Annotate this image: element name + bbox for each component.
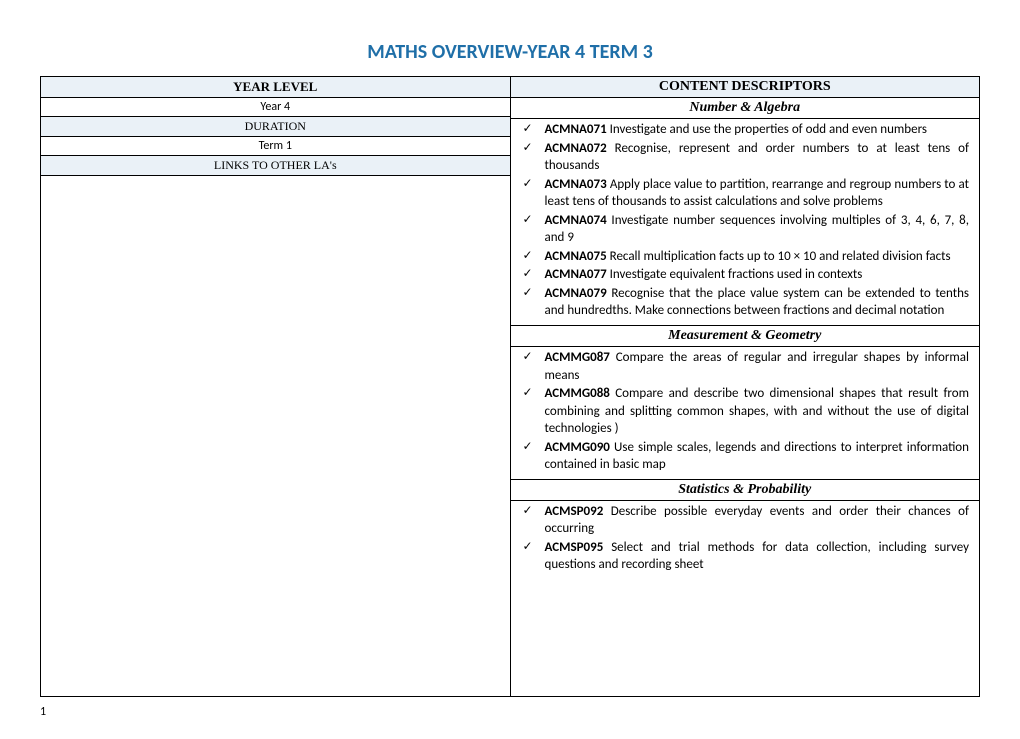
right-column: CONTENT DESCRIPTORS Number & Algebra ACMN… [510, 76, 981, 697]
content-descriptors-header: CONTENT DESCRIPTORS [511, 77, 980, 98]
left-column: YEAR LEVEL Year 4 DURATION Term 1 LINKS … [40, 76, 510, 697]
section-header: Number & Algebra [511, 98, 980, 119]
descriptor-item: ACMNA072 Recognise, represent and order … [541, 140, 970, 175]
section-header: Measurement & Geometry [511, 325, 980, 347]
page-number: 1 [40, 705, 980, 719]
descriptor-item: ACMSP095 Select and trial methods for da… [541, 539, 970, 574]
descriptor-code: ACMNA071 [545, 122, 607, 137]
descriptor-item: ACMSP092 Describe possible everyday even… [541, 503, 970, 538]
descriptor-code: ACMMG088 [545, 386, 610, 401]
links-body [41, 176, 510, 696]
document-grid: YEAR LEVEL Year 4 DURATION Term 1 LINKS … [40, 76, 980, 697]
descriptor-item: ACMNA077 Investigate equivalent fraction… [541, 266, 970, 284]
page-title: MATHS OVERVIEW-YEAR 4 TERM 3 [40, 40, 980, 64]
duration-header: DURATION [41, 117, 510, 137]
year-level-value: Year 4 [41, 98, 510, 117]
descriptor-code: ACMNA075 [545, 249, 607, 264]
descriptor-code: ACMMG087 [545, 350, 610, 365]
descriptor-code: ACMMG090 [545, 440, 610, 455]
section-header: Statistics & Probability [511, 479, 980, 501]
descriptor-item: ACMMG087 Compare the areas of regular an… [541, 349, 970, 384]
descriptor-item: ACMNA071 Investigate and use the propert… [541, 121, 970, 139]
descriptor-code: ACMNA079 [545, 286, 607, 301]
descriptor-code: ACMNA072 [545, 141, 607, 156]
descriptor-list: ACMSP092 Describe possible everyday even… [511, 501, 980, 579]
descriptor-list: ACMMG087 Compare the areas of regular an… [511, 347, 980, 479]
descriptor-code: ACMSP095 [545, 540, 604, 555]
duration-value: Term 1 [41, 137, 510, 156]
descriptor-item: ACMNA079 Recognise that the place value … [541, 285, 970, 320]
descriptor-code: ACMNA073 [545, 177, 607, 192]
descriptor-list: ACMNA071 Investigate and use the propert… [511, 119, 980, 325]
descriptor-item: ACMMG090 Use simple scales, legends and … [541, 439, 970, 474]
year-level-header: YEAR LEVEL [41, 77, 510, 98]
descriptor-item: ACMMG088 Compare and describe two dimens… [541, 385, 970, 438]
descriptor-code: ACMNA074 [545, 213, 607, 228]
links-header: LINKS TO OTHER LA's [41, 156, 510, 176]
descriptor-code: ACMSP092 [545, 504, 604, 519]
descriptor-code: ACMNA077 [545, 267, 607, 282]
descriptor-item: ACMNA073 Apply place value to partition,… [541, 176, 970, 211]
descriptor-item: ACMNA075 Recall multiplication facts up … [541, 248, 970, 266]
descriptor-item: ACMNA074 Investigate number sequences in… [541, 212, 970, 247]
